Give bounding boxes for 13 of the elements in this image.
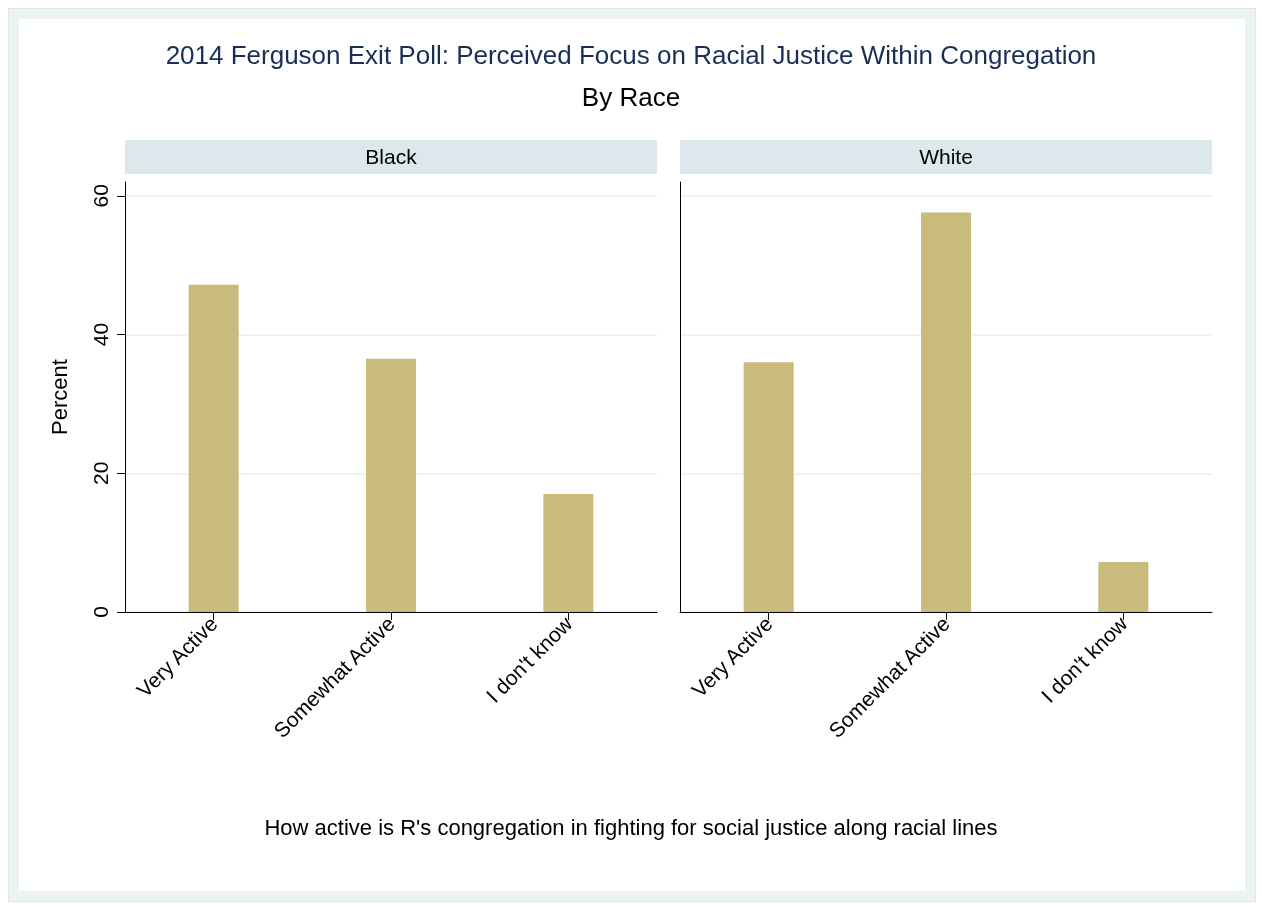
bar <box>366 358 416 612</box>
text: 2014 Ferguson Exit Poll: Perceived Focus on Racial Justice Within Congregation <box>164 40 1098 71</box>
y-tick-label: 0 <box>89 606 112 618</box>
bar <box>188 284 239 612</box>
chart-title: Black <box>125 140 657 174</box>
y-tick-label: 40 <box>89 322 112 347</box>
y-tick-label: 60 <box>89 184 112 208</box>
x-axis-title: How active is R's congregation in fighting for social justice along racial lines <box>263 815 999 841</box>
chart-title: White <box>680 140 1212 174</box>
y-tick-label: 20 <box>89 461 112 485</box>
text: By Race <box>580 82 682 113</box>
y-axis-title: Percent <box>46 359 72 435</box>
bar <box>543 494 594 612</box>
